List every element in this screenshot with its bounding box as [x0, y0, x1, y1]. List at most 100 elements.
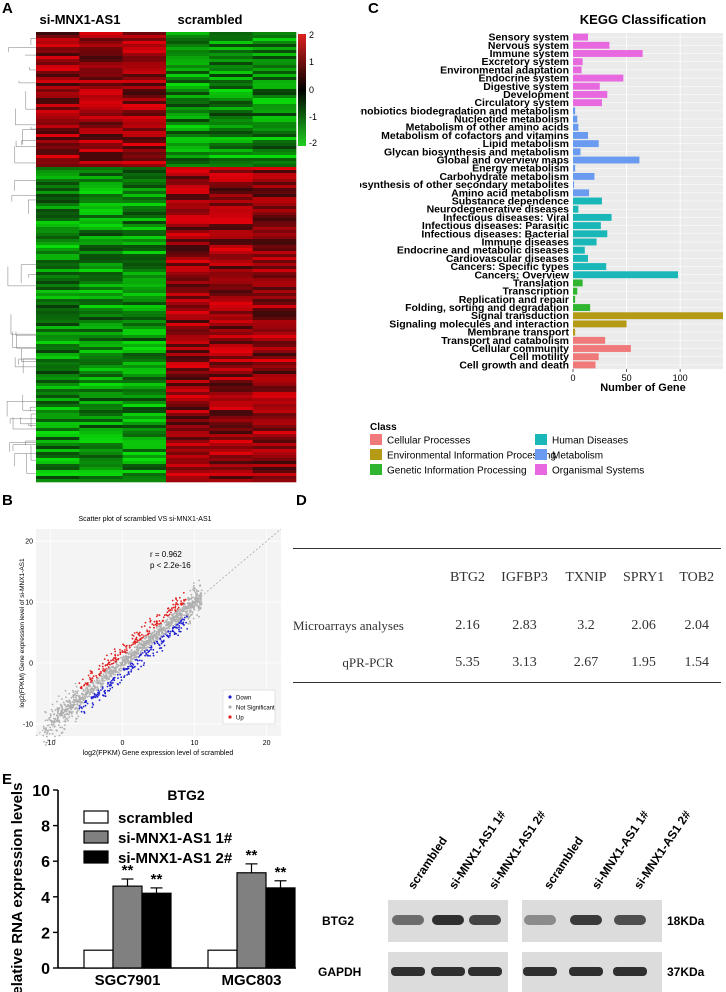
scatter-ytick-label: 0 — [29, 660, 33, 667]
legend-label: Organismal Systems — [552, 466, 644, 477]
kegg-xlabel: Number of Gene — [600, 382, 686, 394]
kegg-bar — [573, 50, 643, 57]
legend-swatch — [535, 464, 547, 475]
y-tick-label: 0 — [41, 961, 50, 978]
kegg-category-label: Cell motility — [509, 351, 569, 363]
legend-label: si-MNX1-AS1 1# — [118, 830, 233, 847]
blot-size-label: 18KDa — [667, 914, 705, 928]
significance-marker: ** — [151, 871, 163, 888]
legend-label: Metabolism — [552, 451, 603, 462]
kegg-category-label: Global and overview maps — [437, 155, 570, 167]
kegg-bar — [573, 271, 678, 279]
kegg-bar — [573, 131, 588, 139]
kegg-bar — [573, 181, 575, 189]
kegg-bar — [573, 287, 578, 295]
y-tick-label: 2 — [41, 925, 50, 942]
significance-marker: ** — [122, 862, 134, 879]
expression-table: BTG2 IGFBP3 TXNIP SPRY1 TOB2 Microarrays… — [293, 548, 721, 683]
kegg-category-label: Signal transduction — [471, 310, 569, 322]
gapdh-band — [468, 967, 502, 976]
kegg-category-label: Endocrine system — [479, 73, 569, 85]
kegg-bar — [573, 164, 576, 172]
kegg-category-label: Development — [503, 89, 569, 101]
kegg-category-label: Neurodegenerative diseases — [427, 204, 570, 216]
scatter-ytick-label: -10 — [23, 721, 33, 728]
significance-marker: ** — [246, 847, 258, 864]
legend-marker-up — [228, 715, 232, 719]
bar — [236, 872, 267, 969]
scatter-xtick-label: 10 — [191, 740, 199, 747]
kegg-category-label: Energy metabolism — [472, 163, 569, 175]
table-cell: 2.16 — [455, 617, 480, 633]
panel-label-d: D — [296, 492, 307, 509]
kegg-category-label: Folding, sorting and degradation — [405, 302, 569, 314]
scatter-title: Scatter plot of scrambled VS si-MNX1-AS1 — [78, 516, 211, 523]
kegg-xtick-label: 50 — [622, 373, 632, 383]
scatter-diagonal — [35, 528, 282, 737]
legend-label: Down — [236, 696, 251, 702]
colorbar-tick: 2 — [309, 30, 314, 40]
legend-label: Genetic Information Processing — [387, 466, 527, 477]
legend-label: si-MNX1-AS1 2# — [118, 850, 233, 867]
kegg-bar — [573, 107, 576, 115]
colorbar-tick: -1 — [309, 112, 317, 122]
panel-label-a: A — [2, 0, 13, 17]
scatter-ytick-label: 20 — [25, 539, 33, 546]
kegg-bar — [573, 41, 610, 49]
gapdh-band — [613, 967, 647, 976]
heatmap-group-label: si-MNX1-AS1 — [40, 12, 121, 27]
heatmap-dendrogram — [6, 38, 36, 474]
kegg-category-label: Biosynthesis of other secondary metaboli… — [360, 179, 569, 191]
kegg-category-label: Substance dependence — [452, 196, 569, 208]
kegg-bar — [573, 213, 612, 221]
y-tick-label: 8 — [41, 819, 50, 836]
legend-swatch — [370, 434, 382, 445]
kegg-bar — [573, 123, 579, 131]
kegg-bar — [573, 304, 591, 311]
table-row: qPR-PCR 5.35 3.13 2.67 1.95 1.54 — [293, 645, 721, 683]
table-cell: 3.13 — [512, 655, 537, 671]
legend-swatch — [83, 830, 109, 844]
table-cell: 2.06 — [631, 617, 656, 633]
heatmap-group-label: scrambled — [177, 12, 242, 27]
kegg-bar — [573, 115, 578, 123]
panel-label-e: E — [2, 771, 13, 788]
kegg-category-label: Xenobiotics biodegradation and metabolis… — [360, 105, 569, 117]
table-cell: 3.2 — [577, 617, 595, 633]
legend-label: Environmental Information Processing — [387, 451, 556, 462]
kegg-bar — [573, 172, 595, 180]
colorbar-tick: 0 — [309, 85, 314, 95]
table-header: TXNIP — [565, 569, 607, 585]
bar — [265, 887, 296, 969]
kegg-category-label: Nervous system — [488, 40, 569, 52]
btg2-band — [570, 915, 602, 925]
kegg-category-label: Excretory system — [481, 56, 569, 68]
kegg-category-label: Amino acid metabolism — [451, 187, 569, 199]
blot-protein-label: GAPDH — [318, 965, 361, 979]
kegg-bar — [573, 345, 631, 352]
kegg-bar — [573, 336, 606, 344]
table-cell: 1.95 — [631, 655, 656, 671]
table-header: TOB2 — [679, 569, 715, 585]
x-category-label: SGC7901 — [95, 972, 161, 989]
btg2-band — [469, 915, 501, 925]
scatter-xtick-label: 20 — [263, 740, 271, 747]
table-cell: 5.35 — [455, 655, 480, 671]
blot-size-label: 37KDa — [667, 965, 705, 979]
y-tick-label: 4 — [41, 890, 50, 907]
kegg-bar — [573, 263, 607, 271]
table-cell: 1.54 — [684, 655, 709, 671]
table-cell: 2.04 — [684, 617, 709, 633]
panel-label-c: C — [368, 0, 379, 17]
kegg-category-label: Carbohydrate metabolism — [439, 171, 569, 183]
kegg-bar — [573, 246, 585, 254]
kegg-bar — [573, 222, 601, 230]
scatter-ytick-label: 10 — [25, 600, 33, 607]
kegg-bar — [573, 99, 602, 107]
row-label: Microarrays analyses — [293, 617, 404, 633]
kegg-category-label: Metabolism of other amino acids — [406, 122, 570, 134]
heatmap-cells — [36, 32, 297, 483]
scatter-ylabel: log2(FPKM) Gene expression level of si-M… — [19, 558, 26, 708]
significance-marker: ** — [275, 864, 287, 881]
legend-swatch — [83, 850, 109, 864]
